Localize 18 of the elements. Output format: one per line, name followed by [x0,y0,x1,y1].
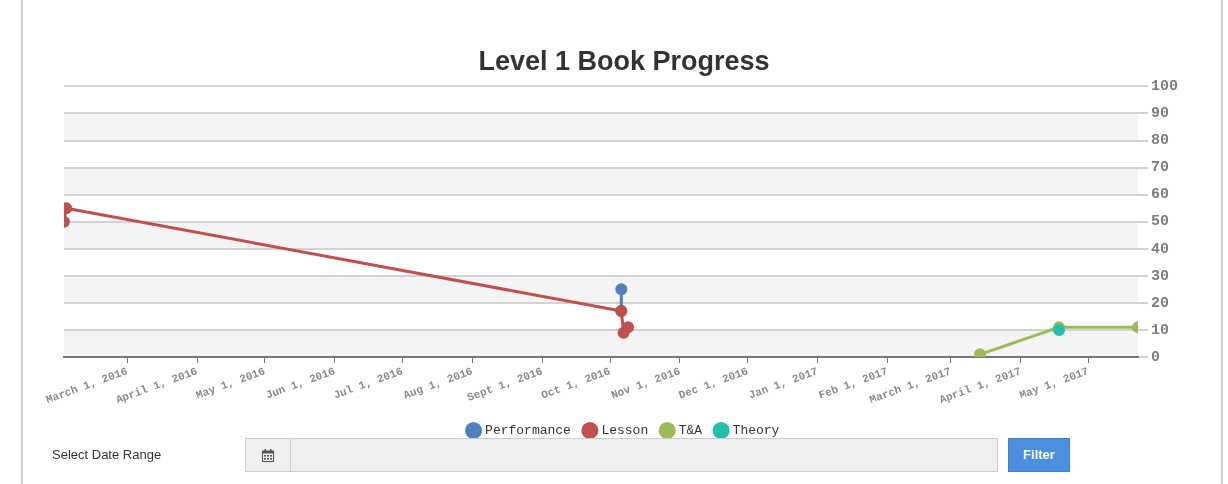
y-tick-label: 40 [1151,240,1170,258]
y-tick-label: 70 [1151,159,1170,177]
y-tick-label: 10 [1151,321,1170,339]
y-tick-label: 30 [1151,267,1170,285]
y-tick-label: 90 [1151,105,1170,123]
legend-label: Lesson [601,422,649,438]
x-tick-label: Jan 1, 2017 [747,365,820,402]
y-tick-label: 50 [1151,213,1170,231]
legend-label: Performance [485,422,571,438]
legend-label: T&A [678,422,703,438]
legend-label: Theory [732,422,780,438]
chart-title: Level 1 Book Progress [478,45,770,76]
y-tick-label: 0 [1151,348,1161,366]
y-tick-label: 60 [1151,186,1170,204]
y-tick-label: 100 [1151,78,1179,96]
y-tick-label: 80 [1151,132,1170,150]
text: Select Date Range [52,447,162,463]
y-tick-label: 20 [1151,294,1170,312]
